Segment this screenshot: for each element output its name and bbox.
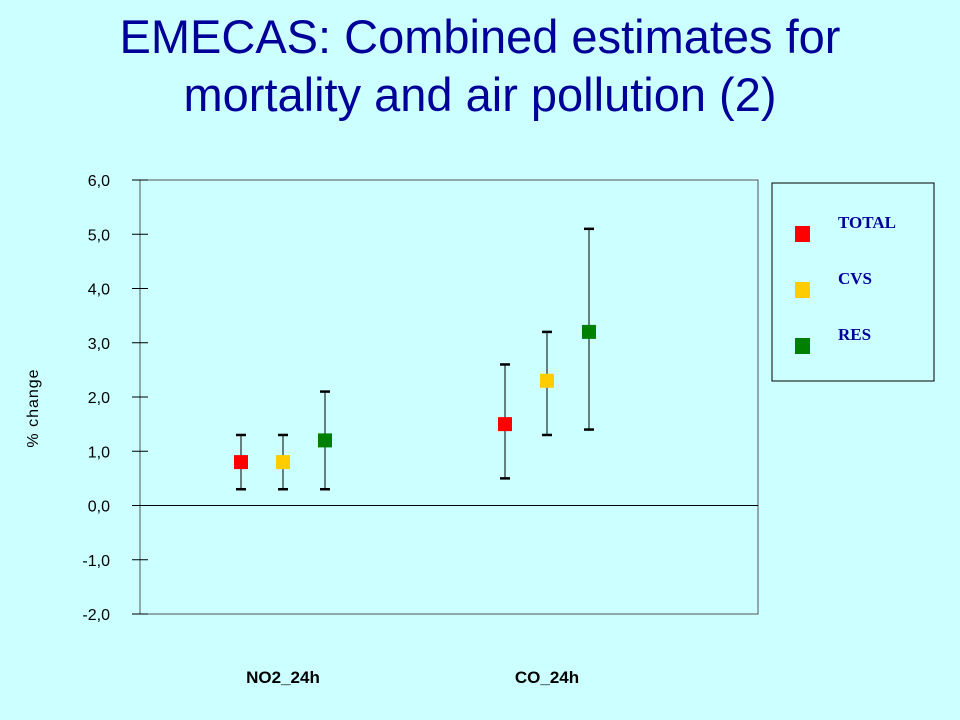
legend-swatch-total [795,226,810,242]
y-tick-label: 1,0 [88,444,110,461]
x-category-label: CO_24h [515,668,579,687]
y-tick-label: 5,0 [88,227,110,244]
data-point-res [318,433,332,448]
x-axis-categories: NO2_24h CO_24h [246,668,579,687]
legend-swatch-res [795,338,810,354]
data-point-cvs [540,373,554,388]
legend-label-res: RES [838,325,871,344]
data-point-total [234,455,248,470]
data-marks [234,227,596,491]
title-line-1: EMECAS: Combined estimates for [119,10,841,63]
y-axis: 6,0 5,0 4,0 3,0 2,0 1,0 0,0 -1,0 -2,0 [82,173,148,624]
data-point-cvs [276,455,290,470]
y-tick-label: 6,0 [88,173,110,190]
slide-title: EMECAS: Combined estimates for mortality… [0,8,960,124]
legend: TOTAL CVS RES [795,213,896,354]
data-point-total [498,417,512,432]
y-tick-label: -2,0 [82,607,110,624]
y-tick-label: 0,0 [88,499,110,516]
title-line-2: mortality and air pollution (2) [183,68,777,121]
y-tick-label: 2,0 [88,390,110,407]
legend-swatch-cvs [795,282,810,298]
plot-area [139,179,759,615]
y-tick-label: -1,0 [82,553,110,570]
x-category-label: NO2_24h [246,668,320,687]
y-tick-label: 3,0 [88,336,110,353]
data-point-res [582,324,596,339]
y-tick-label: 4,0 [88,282,110,299]
legend-label-total: TOTAL [838,213,896,232]
legend-label-cvs: CVS [838,269,872,288]
y-axis-label: % change [25,368,42,447]
